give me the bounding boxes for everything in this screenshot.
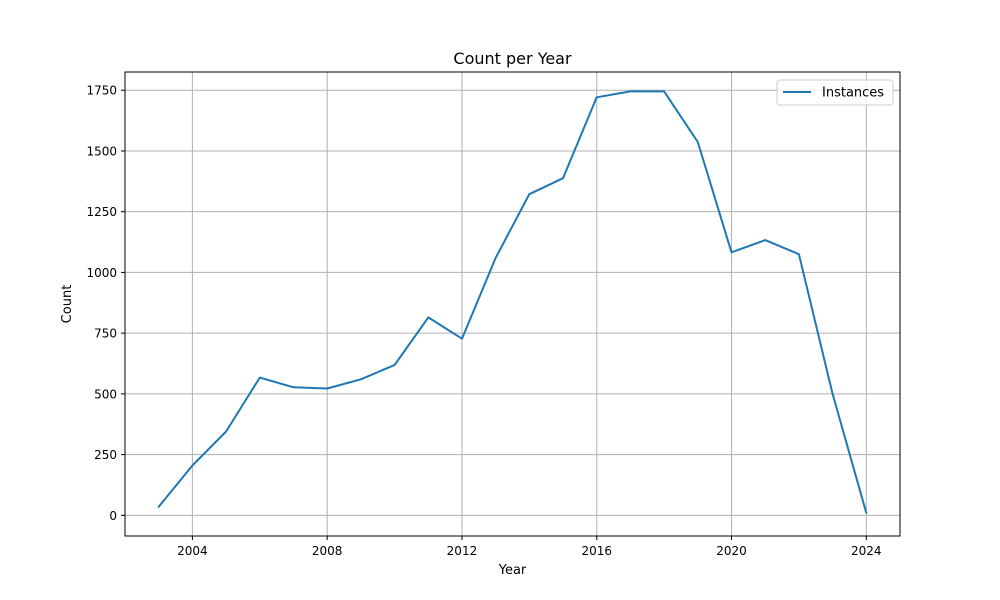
y-axis-label: Count	[60, 285, 75, 324]
x-axis-label: Year	[498, 563, 527, 578]
data-point	[360, 378, 362, 380]
x-tick-label: 2024	[851, 544, 882, 558]
data-point	[697, 141, 699, 143]
data-point	[865, 512, 867, 514]
data-point	[798, 253, 800, 255]
data-point	[629, 90, 631, 92]
legend-box	[776, 79, 894, 106]
data-point	[596, 96, 598, 98]
x-tick-label: 2004	[177, 544, 208, 558]
data-point	[158, 506, 160, 508]
y-tick-label: 500	[94, 387, 117, 401]
data-point	[326, 388, 328, 390]
data-point	[191, 465, 193, 467]
y-tick-label: 0	[109, 509, 117, 523]
data-point	[663, 90, 665, 92]
y-tick-label: 250	[94, 448, 117, 462]
y-tick-label: 1250	[86, 205, 117, 219]
data-point	[292, 386, 294, 388]
x-tick-label: 2008	[312, 544, 343, 558]
data-point	[528, 193, 530, 195]
y-tick-label: 1000	[86, 266, 117, 280]
series-layer	[157, 90, 868, 514]
legend: Instances	[776, 79, 894, 106]
data-point	[764, 239, 766, 241]
data-point	[461, 338, 463, 340]
y-tick-label: 1750	[86, 84, 117, 98]
data-point	[495, 257, 497, 259]
series-line-0	[157, 90, 868, 514]
data-point	[731, 251, 733, 253]
plot-area-frame	[124, 71, 901, 537]
y-tick-label: 1500	[86, 144, 117, 158]
x-tick-label: 2020	[716, 544, 747, 558]
data-point	[832, 393, 834, 395]
axis-ticks: 2004 2008 2012 2016 2020 2024 0 250 500 750 1000 12…	[86, 84, 881, 558]
data-point	[225, 431, 227, 433]
y-tick-label: 750	[94, 327, 117, 341]
grid	[125, 72, 900, 536]
data-point	[394, 364, 396, 366]
data-point	[427, 316, 429, 318]
legend-label-instances: Instances	[822, 86, 884, 101]
x-tick-label: 2016	[581, 544, 612, 558]
chart-title: Count per Year	[453, 49, 572, 68]
x-tick-label: 2012	[447, 544, 478, 558]
data-point	[259, 377, 261, 379]
data-point	[562, 177, 564, 179]
